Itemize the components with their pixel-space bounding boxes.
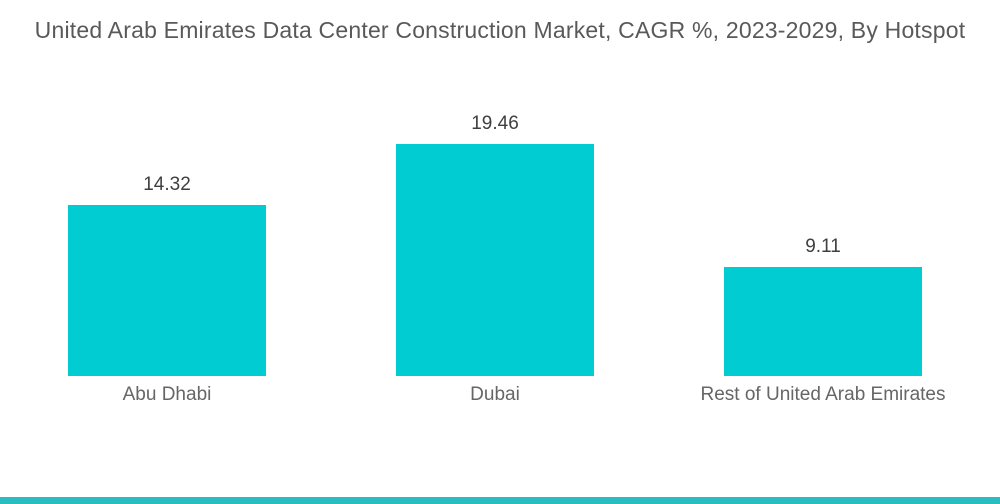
value-label-rest-of-uae: 9.11: [805, 236, 841, 257]
bar-dubai: [396, 144, 594, 376]
bar-group-rest-of-uae: 9.11: [659, 60, 987, 376]
plot-area: 14.32 19.46 9.11: [3, 60, 987, 376]
value-label-dubai: 19.46: [471, 113, 519, 134]
bar-group-abu-dhabi: 14.32: [3, 60, 331, 376]
category-label-dubai: Dubai: [470, 384, 520, 405]
chart-title: United Arab Emirates Data Center Constru…: [34, 17, 966, 43]
bar-group-dubai: 19.46: [331, 60, 659, 376]
value-label-abu-dhabi: 14.32: [143, 174, 191, 195]
accent-strip: [0, 497, 1000, 504]
bar-rest-of-uae: [724, 267, 922, 376]
bar-abu-dhabi: [68, 205, 266, 376]
category-label-abu-dhabi: Abu Dhabi: [122, 384, 212, 405]
category-label-rest-of-uae: Rest of United Arab Emirates: [700, 384, 946, 405]
category-axis: Abu Dhabi Dubai Rest of United Arab Emir…: [3, 384, 987, 406]
